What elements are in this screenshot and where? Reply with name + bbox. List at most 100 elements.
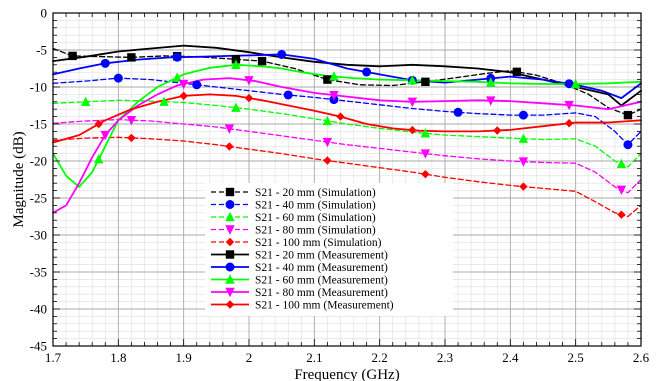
y-tick-label: -45 <box>30 339 47 354</box>
series-9-marker <box>407 97 418 107</box>
legend-marker <box>225 187 235 197</box>
x-tick-labels: 1.7 1.8 1.9 2 2.1 2.2 2.3 2.4 2.5 2.6 <box>45 350 650 365</box>
axis-ticks <box>52 12 642 347</box>
legend-label: S21 - 100 mm (Simulation) <box>255 237 382 249</box>
markers-layer <box>68 49 633 219</box>
series-2-marker <box>113 73 123 83</box>
series-line-3 <box>52 99 642 168</box>
legend-label: S21 - 60 mm (Measurement) <box>255 275 388 287</box>
legend-item: S21 - 40 mm (Simulation) <box>211 200 376 212</box>
series-line-2 <box>52 77 642 146</box>
y-tick-label: -25 <box>30 191 47 206</box>
series-3-marker <box>231 102 241 112</box>
series-2-marker <box>518 110 528 120</box>
series-7-marker <box>362 67 372 77</box>
legend-item: S21 - 80 mm (Simulation) <box>211 225 376 237</box>
legend-marker <box>225 250 235 259</box>
series-9-marker <box>329 90 339 101</box>
series-10-marker <box>94 119 103 129</box>
y-tick-label: -20 <box>30 154 47 169</box>
y-tick-label: -40 <box>30 302 47 317</box>
legend-item: S21 - 100 mm (Simulation) <box>211 237 382 249</box>
legend-marker <box>225 225 235 235</box>
legend-marker <box>225 237 235 247</box>
legend-item: S21 - 100 mm (Measurement) <box>211 300 394 312</box>
plot-frame <box>52 12 642 347</box>
x-tick-label: 1.7 <box>45 350 62 365</box>
series-2-marker <box>283 90 293 100</box>
series-8-marker <box>329 71 339 81</box>
series-line-8 <box>52 63 642 188</box>
x-tick-label: 2.4 <box>502 350 519 365</box>
series-9-marker <box>178 79 189 90</box>
series-4-marker <box>420 149 431 159</box>
series-8-marker <box>570 78 581 89</box>
legend-label: S21 - 100 mm (Measurement) <box>255 300 394 312</box>
series-9-marker <box>564 100 574 111</box>
series-3-marker <box>80 96 91 106</box>
legend-item: S21 - 40 mm (Measurement) <box>211 262 388 274</box>
y-tick-labels: 0 -5 -10 -15 -20 -25 -30 -35 -40 -45 <box>30 6 47 354</box>
y-axis-title: Magnitude (dB) <box>11 131 27 227</box>
series-line-10 <box>52 93 642 144</box>
y-tick-label: -10 <box>30 80 47 95</box>
legend-label: S21 - 40 mm (Simulation) <box>255 200 376 212</box>
series-5-marker <box>519 182 528 191</box>
series-7-marker <box>564 79 574 89</box>
series-line-4 <box>52 118 642 194</box>
series-line-9 <box>52 77 642 214</box>
series-2-marker <box>623 140 633 150</box>
x-axis-title: Frequency (GHz) <box>294 367 399 381</box>
series-line-1 <box>52 47 642 116</box>
series-3-marker <box>420 128 431 138</box>
series-5-marker <box>323 156 332 165</box>
series-3-marker <box>322 115 333 126</box>
series-10-marker <box>179 91 188 101</box>
series-4-marker <box>616 185 627 196</box>
x-tick-label: 2.2 <box>372 350 388 365</box>
legend-marker <box>225 211 235 222</box>
series-1-marker <box>127 53 136 62</box>
y-tick-label: 0 <box>41 6 48 21</box>
series-4-marker <box>518 157 529 167</box>
series-2-marker <box>192 80 202 90</box>
series-7-marker <box>100 58 110 68</box>
series-3-marker <box>518 133 529 143</box>
series-9-marker <box>100 130 110 141</box>
x-tick-label: 2.1 <box>306 350 322 365</box>
y-tick-label: -15 <box>30 117 47 132</box>
legend-marker <box>225 300 235 309</box>
series-8-marker <box>231 59 241 69</box>
x-tick-label: 2 <box>246 350 253 365</box>
series-3-marker <box>159 96 169 106</box>
series-2-marker <box>453 107 463 117</box>
series-5-marker <box>617 210 626 219</box>
legend-item: S21 - 60 mm (Simulation) <box>211 211 376 224</box>
series-9-marker <box>244 76 254 86</box>
series-10-marker <box>336 112 345 121</box>
legend-label: S21 - 40 mm (Measurement) <box>255 262 388 274</box>
legend-marker <box>225 200 235 209</box>
legend-item: S21 - 20 mm (Simulation) <box>211 187 376 199</box>
series-7-marker <box>277 49 287 59</box>
y-tick-label: -35 <box>30 265 47 280</box>
series-10-marker <box>244 93 254 103</box>
legend: S21 - 20 mm (Simulation)S21 - 40 mm (Sim… <box>205 183 453 316</box>
series-5-marker <box>421 169 430 179</box>
x-tick-label: 1.8 <box>110 350 126 365</box>
series-5-marker <box>127 133 136 143</box>
legend-item: S21 - 20 mm (Measurement) <box>211 250 388 262</box>
x-tick-label: 2.5 <box>568 350 584 365</box>
legend-item: S21 - 80 mm (Measurement) <box>211 287 388 299</box>
legend-marker <box>225 262 235 272</box>
legend-marker <box>225 274 235 284</box>
series-5-marker <box>225 142 234 151</box>
legend-label: S21 - 20 mm (Simulation) <box>255 187 376 199</box>
legend-label: S21 - 80 mm (Measurement) <box>255 287 388 299</box>
series-7-marker <box>172 52 182 62</box>
legend-label: S21 - 60 mm (Simulation) <box>255 212 376 224</box>
series-1-marker <box>623 110 633 120</box>
series-1-marker <box>68 51 77 61</box>
x-tick-label: 2.6 <box>633 350 650 365</box>
